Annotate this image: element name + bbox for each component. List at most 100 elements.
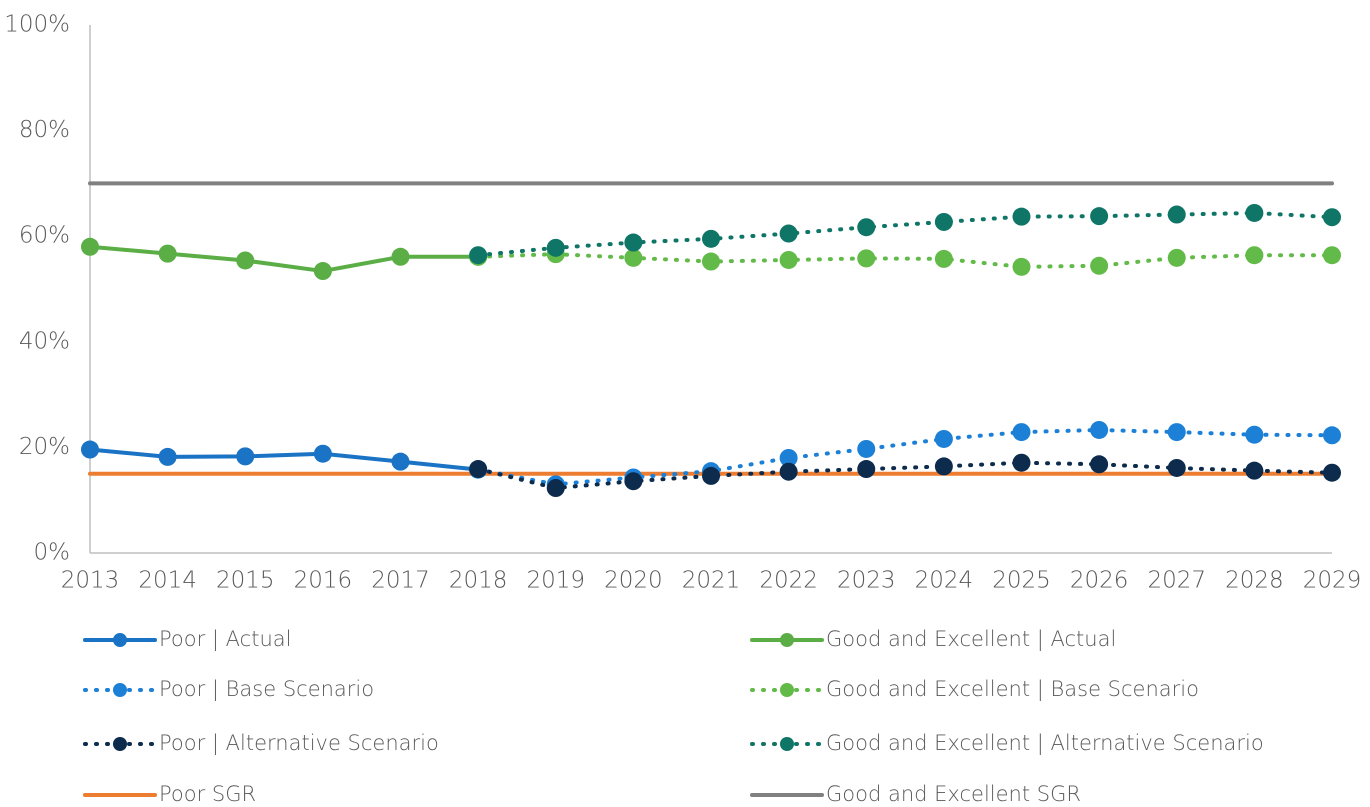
data-point (1090, 256, 1109, 275)
x-tick-label: 2021 (682, 568, 741, 594)
data-point (236, 447, 255, 466)
data-point (546, 479, 565, 498)
x-tick-label: 2026 (1070, 568, 1129, 594)
x-tick-label: 2022 (759, 568, 818, 594)
data-point (934, 212, 953, 231)
x-tick-label: 2020 (604, 568, 663, 594)
data-point (313, 262, 332, 281)
data-point (391, 452, 410, 471)
x-tick-label: 2013 (61, 568, 120, 594)
data-point (779, 224, 798, 243)
series-line (476, 210, 1334, 258)
y-tick-label: 0% (34, 540, 71, 566)
legend-item: Poor SGR (83, 782, 256, 806)
data-point (934, 429, 953, 448)
legend-marker (780, 737, 794, 751)
data-point (779, 448, 798, 467)
data-point (1090, 420, 1109, 439)
data-point (1167, 205, 1186, 224)
data-point (857, 439, 876, 458)
series-line (476, 427, 1334, 487)
data-point (857, 249, 876, 268)
data-point (1245, 425, 1264, 444)
series-line (476, 460, 1334, 491)
data-point (1323, 463, 1341, 482)
x-tick-label: 2024 (915, 568, 974, 594)
x-tick-label: 2019 (526, 568, 585, 594)
data-point (857, 218, 876, 237)
legend-item: Good and Excellent | Alternative Scenari… (750, 731, 1264, 756)
x-tick-label: 2023 (837, 568, 896, 594)
data-point (1167, 248, 1186, 267)
data-point (1090, 455, 1109, 474)
series-line (88, 244, 481, 274)
data-point (779, 462, 798, 481)
x-tick-label: 2027 (1147, 568, 1206, 594)
data-point (313, 444, 332, 463)
legend-marker (113, 633, 127, 647)
legend-marker (780, 683, 794, 697)
x-tick-label: 2017 (371, 568, 430, 594)
data-point (779, 250, 798, 269)
data-point (1012, 453, 1031, 472)
x-tick-label: 2025 (992, 568, 1051, 594)
data-point (81, 237, 99, 256)
data-point (702, 229, 720, 248)
x-tick-label: 2018 (449, 568, 508, 594)
legend-label: Poor SGR (159, 782, 256, 806)
data-point (1245, 461, 1264, 480)
x-tick-label: 2029 (1303, 568, 1362, 594)
legend-marker (780, 633, 794, 647)
legend-item: Good and Excellent | Actual (750, 627, 1116, 652)
legend-item: Poor | Actual (83, 627, 291, 652)
data-point (236, 251, 255, 270)
series-line (88, 447, 481, 472)
x-tick-label: 2016 (294, 568, 353, 594)
data-point (624, 233, 643, 252)
data-point (1012, 207, 1031, 226)
data-point (469, 460, 488, 479)
legend-label: Poor | Base Scenario (159, 677, 374, 702)
x-tick-label: 2014 (138, 568, 197, 594)
x-tick-label: 2015 (216, 568, 275, 594)
data-point (624, 472, 643, 491)
legend-marker (113, 737, 127, 751)
y-tick-label: 20% (19, 434, 70, 460)
data-point (934, 457, 953, 476)
x-tick-label: 2028 (1225, 568, 1284, 594)
data-point (1090, 207, 1109, 226)
data-point (1245, 203, 1264, 222)
legend-label: Good and Excellent | Actual (826, 627, 1116, 652)
legend-item: Good and Excellent | Base Scenario (750, 677, 1199, 702)
data-point (702, 466, 720, 485)
data-point (469, 246, 488, 265)
data-point (81, 440, 99, 459)
y-tick-label: 60% (19, 223, 70, 249)
y-tick-label: 40% (19, 328, 70, 354)
data-point (857, 460, 876, 479)
legend-item: Good and Excellent SGR (750, 782, 1081, 806)
legend-label: Good and Excellent | Alternative Scenari… (826, 731, 1264, 756)
legend-label: Good and Excellent SGR (826, 782, 1081, 806)
data-point (1323, 426, 1341, 445)
y-tick-label: 100% (4, 12, 70, 38)
legend-item: Poor | Alternative Scenario (83, 731, 439, 756)
data-point (1167, 423, 1186, 442)
data-point (1245, 246, 1264, 265)
data-point (158, 244, 177, 263)
legend-label: Good and Excellent | Base Scenario (826, 677, 1199, 702)
data-point (1012, 423, 1031, 442)
data-point (934, 249, 953, 268)
y-tick-label: 80% (19, 117, 70, 143)
data-point (1167, 458, 1186, 477)
data-point (624, 248, 643, 267)
legend-label: Poor | Alternative Scenario (159, 731, 439, 756)
data-point (1323, 246, 1341, 265)
data-point (158, 447, 177, 466)
data-point (1012, 257, 1031, 276)
data-point (702, 252, 720, 271)
legend-label: Poor | Actual (159, 627, 291, 652)
data-point (546, 238, 565, 257)
